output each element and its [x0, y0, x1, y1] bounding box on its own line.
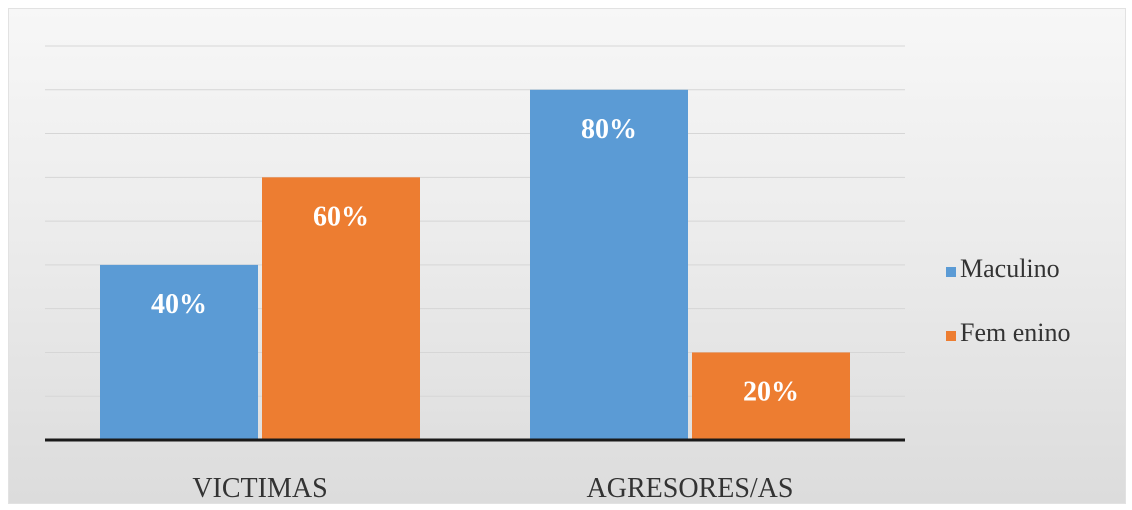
legend-swatch	[946, 267, 956, 277]
legend-label: Maculino	[960, 254, 1060, 283]
data-label: 60%	[313, 201, 369, 232]
legend-label: Fem enino	[960, 318, 1071, 347]
bar-masculino-0	[100, 264, 258, 440]
category-label: VICTIMAS	[192, 473, 327, 504]
data-label: 20%	[743, 376, 799, 407]
data-label: 80%	[581, 114, 637, 145]
legend-swatch	[946, 331, 956, 341]
bar-masculino-1	[530, 89, 688, 441]
data-label: 40%	[151, 289, 207, 320]
bar-femenino-0	[262, 177, 420, 441]
bar-femenino-1	[692, 352, 850, 440]
category-label: AGRESORES/AS	[587, 473, 794, 504]
